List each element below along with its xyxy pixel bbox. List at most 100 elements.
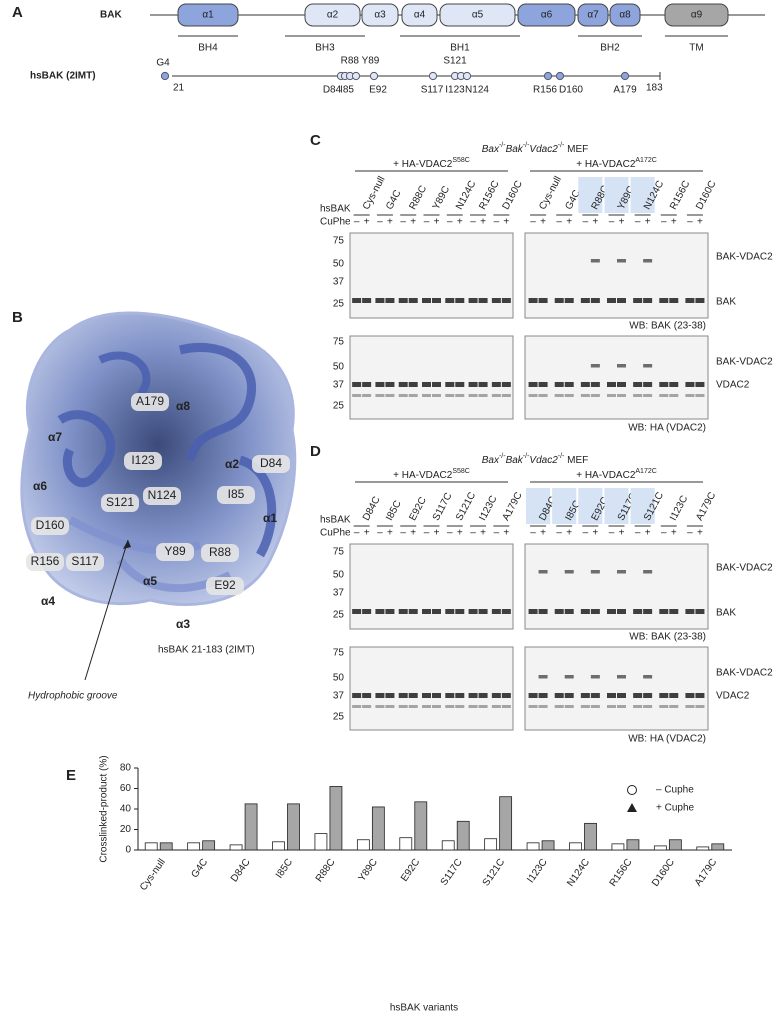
lane-label: A179C bbox=[501, 490, 525, 522]
x-tick-label: R88C bbox=[314, 857, 338, 884]
group-label: + HA-VDAC2A172C bbox=[576, 157, 657, 170]
domain-label: α6 bbox=[541, 10, 553, 21]
panel-title: Bax-/-Bak-/-Vdac2-/- MEF bbox=[482, 142, 589, 155]
blot bbox=[349, 543, 514, 630]
band bbox=[669, 394, 679, 397]
band-label: BAK-VDAC2 bbox=[716, 668, 773, 679]
band bbox=[643, 609, 653, 614]
band-label: VDAC2 bbox=[716, 691, 750, 702]
wb-label: WB: BAK (23-38) bbox=[629, 632, 706, 643]
band bbox=[375, 382, 385, 387]
band bbox=[685, 693, 695, 698]
band bbox=[478, 382, 488, 387]
mw-marker: 75 bbox=[333, 236, 345, 247]
band bbox=[617, 298, 626, 303]
band bbox=[617, 259, 626, 263]
band bbox=[352, 394, 362, 397]
legend-marker bbox=[627, 803, 637, 812]
cuphe-sign: + bbox=[671, 217, 677, 228]
mw-marker: 75 bbox=[333, 337, 345, 348]
band bbox=[695, 298, 705, 303]
mw-marker: 50 bbox=[333, 259, 345, 270]
band bbox=[538, 394, 548, 397]
x-axis-title: hsBAK variants bbox=[390, 1003, 458, 1014]
band bbox=[669, 609, 679, 614]
band bbox=[352, 382, 362, 387]
band bbox=[432, 298, 441, 303]
residue-label: D84 bbox=[260, 456, 282, 470]
band bbox=[590, 675, 600, 679]
band bbox=[590, 570, 600, 574]
band bbox=[422, 382, 431, 387]
band bbox=[580, 705, 590, 708]
band bbox=[643, 570, 653, 574]
band bbox=[352, 705, 362, 708]
bar bbox=[202, 840, 216, 851]
band bbox=[501, 609, 511, 614]
band bbox=[501, 382, 511, 387]
band bbox=[590, 364, 600, 368]
residue-label: α1 bbox=[263, 511, 277, 525]
lane-highlight bbox=[552, 488, 577, 524]
band bbox=[607, 693, 616, 698]
band bbox=[468, 298, 478, 303]
text-part: + HA-VDAC2 bbox=[576, 470, 636, 481]
text-part: + HA-VDAC2 bbox=[393, 470, 453, 481]
band bbox=[528, 609, 538, 614]
band bbox=[685, 394, 695, 397]
region-label: BH1 bbox=[450, 43, 470, 54]
bar bbox=[229, 844, 243, 851]
residue-label: N124 bbox=[465, 85, 489, 96]
band bbox=[398, 394, 408, 397]
cuphe-sign: – bbox=[687, 217, 693, 228]
bar bbox=[484, 838, 498, 851]
wb-label: WB: HA (VDAC2) bbox=[628, 423, 706, 434]
domain-label: α8 bbox=[619, 10, 631, 21]
band bbox=[564, 394, 574, 397]
structure-label: A179 bbox=[131, 393, 169, 411]
lane-label: I123C bbox=[668, 494, 690, 523]
band bbox=[607, 382, 616, 387]
band bbox=[643, 394, 653, 397]
cuphe-sign: + bbox=[503, 217, 509, 228]
band bbox=[685, 609, 695, 614]
band bbox=[633, 609, 643, 614]
mw-marker: 25 bbox=[333, 401, 345, 412]
band bbox=[385, 705, 395, 708]
x-tick-label: Cys-null bbox=[138, 857, 168, 893]
construct-label: hsBAK (2IMT) bbox=[30, 71, 96, 82]
band bbox=[468, 705, 478, 708]
panel-label: A bbox=[12, 4, 23, 21]
band bbox=[352, 298, 362, 303]
residue-dot bbox=[351, 71, 361, 81]
band bbox=[478, 609, 488, 614]
band bbox=[422, 693, 431, 698]
x-tick-label: N124C bbox=[565, 857, 592, 889]
cuphe-sign: + bbox=[457, 528, 463, 539]
band bbox=[501, 705, 511, 708]
band bbox=[695, 705, 705, 708]
cuphe-sign: + bbox=[697, 528, 703, 539]
bar bbox=[626, 839, 640, 851]
cuphe-sign: – bbox=[447, 528, 453, 539]
residue-label: S117 bbox=[71, 554, 98, 568]
band bbox=[659, 382, 669, 387]
band bbox=[491, 394, 501, 397]
mw-marker: 25 bbox=[333, 712, 345, 723]
domain-label: α2 bbox=[327, 10, 339, 21]
construct-end-label: 183 bbox=[646, 83, 663, 94]
structure-label: α6 bbox=[33, 479, 47, 493]
cuphe-sign: – bbox=[494, 217, 500, 228]
band bbox=[685, 382, 695, 387]
label-box bbox=[217, 486, 255, 504]
x-tick-label: E92C bbox=[399, 857, 422, 884]
cuphe-sign: – bbox=[494, 528, 500, 539]
band bbox=[659, 298, 669, 303]
bar bbox=[711, 843, 725, 851]
panel-title: Bax-/-Bak-/-Vdac2-/- MEF bbox=[482, 453, 589, 466]
domain-label: α3 bbox=[374, 10, 386, 21]
cuphe-sign: + bbox=[645, 528, 651, 539]
structure-label: α7 bbox=[48, 430, 62, 444]
residue-label: S121 bbox=[106, 495, 134, 509]
